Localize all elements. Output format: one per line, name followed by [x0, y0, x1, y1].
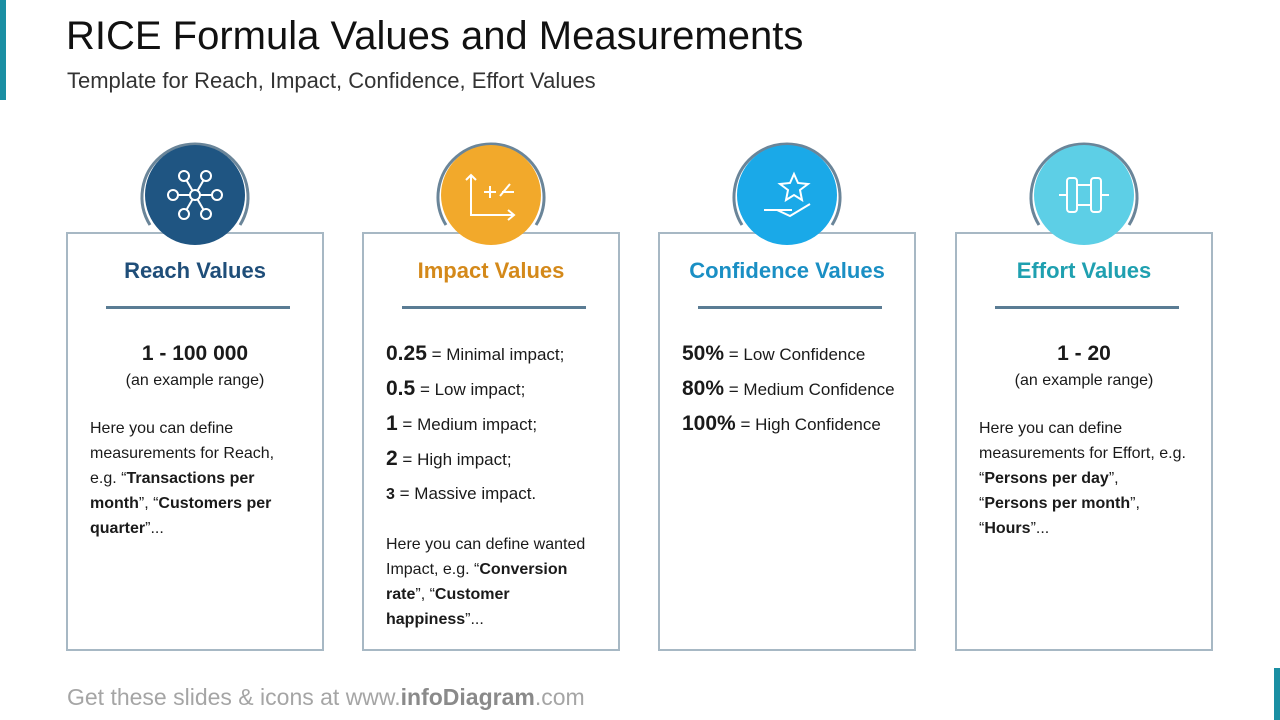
text-segment: Customer happiness: [386, 586, 510, 628]
value-text: = Low impact;: [419, 380, 526, 399]
value: 0.25: [386, 342, 427, 365]
text-segment: ”, “: [415, 586, 435, 603]
icon: [140, 142, 250, 245]
text-segment: Here you can define measurements for Eff…: [979, 420, 1186, 487]
value-item: 1 = Medium impact;: [386, 410, 604, 439]
text-segment: ”...: [1030, 520, 1050, 537]
card: Confidence Values 50% = Low Confidence 80%…: [658, 232, 916, 651]
text-segment: ”, “: [979, 495, 1140, 537]
card: Effort Values 1 - 20 (an example range) Her…: [955, 232, 1213, 651]
icon: [436, 142, 546, 245]
footer: Get these slides & icons at www.infoDiag…: [67, 684, 585, 711]
text-segment: ”...: [145, 520, 164, 537]
card: Impact Values 0.25 = Minimal impact; 0.5 =…: [362, 232, 620, 651]
text-segment: Conversion rate: [386, 561, 568, 603]
value-item: 50% = Low Confidence: [682, 340, 900, 369]
divider: [106, 306, 290, 309]
text-segment: Persons per month: [984, 495, 1131, 512]
value: 50%: [682, 342, 725, 365]
text-segment: Transactions per month: [90, 470, 255, 512]
text-segment: Persons per day: [984, 470, 1109, 487]
value-item: 2 = High impact;: [386, 445, 604, 474]
value: 80%: [682, 377, 725, 400]
text-segment: Get these slides & icons at www.: [67, 684, 401, 710]
card-title: Effort Values: [1016, 258, 1152, 283]
subtitle: Template for Reach, Impact, Confidence, …: [67, 68, 596, 93]
value-text: = Massive impact.: [399, 484, 537, 503]
value: 1: [386, 412, 398, 435]
range-note: (an example range): [125, 372, 265, 389]
value-text: = Medium Confidence: [728, 380, 895, 399]
icon: [1029, 142, 1139, 245]
range: 1 - 100 000: [141, 342, 249, 365]
value-item: 0.25 = Minimal impact;: [386, 340, 604, 369]
value-text: = High impact;: [402, 450, 512, 469]
value: 2: [386, 447, 398, 470]
value-item: 80% = Medium Confidence: [682, 375, 900, 404]
card-title: Reach Values: [124, 258, 266, 283]
icon: [732, 142, 842, 245]
value-text: = Low Confidence: [728, 345, 866, 364]
divider: [698, 306, 882, 309]
text-segment: ”, “: [138, 495, 159, 512]
divider: [402, 306, 586, 309]
card: Reach Values 1 - 100 000 (an example range…: [66, 232, 324, 651]
description: Here you can define measurements for Rea…: [90, 416, 300, 541]
value: 0.5: [386, 377, 416, 400]
value-item: 3 = Massive impact.: [386, 480, 604, 509]
text-segment: Here you can define wanted Impact, e.g. …: [386, 536, 586, 578]
accent-bar: [0, 0, 6, 100]
value-text: = Minimal impact;: [431, 345, 565, 364]
value: 3: [386, 486, 395, 503]
text-segment: ”...: [465, 611, 484, 628]
description: Here you can define measurements for Eff…: [979, 416, 1189, 541]
divider: [995, 306, 1179, 309]
text-segment: infoDiagram: [400, 684, 535, 710]
text-segment: .com: [534, 684, 585, 710]
title: RICE Formula Values and Measurements: [66, 14, 804, 58]
value-list: 50% = Low Confidence 80% = Medium Confide…: [682, 340, 900, 445]
range-note: (an example range): [1014, 372, 1154, 389]
card-title: Impact Values: [417, 258, 565, 283]
description: Here you can define wanted Impact, e.g. …: [386, 532, 596, 632]
value-text: = Medium impact;: [402, 415, 538, 434]
value-list: 0.25 = Minimal impact; 0.5 = Low impact; 1…: [386, 340, 604, 515]
text-segment: Here you can define measurements for Rea…: [90, 420, 275, 487]
card-title: Confidence Values: [689, 258, 885, 283]
value-item: 0.5 = Low impact;: [386, 375, 604, 404]
text-segment: Customers per quarter: [90, 495, 272, 537]
value-item: 100% = High Confidence: [682, 410, 900, 439]
value: 100%: [682, 412, 736, 435]
range: 1 - 20: [1057, 342, 1111, 365]
text-segment: Hours: [984, 520, 1031, 537]
accent-bar: [1274, 668, 1280, 720]
text-segment: ”, “: [979, 470, 1119, 512]
value-text: = High Confidence: [740, 415, 881, 434]
